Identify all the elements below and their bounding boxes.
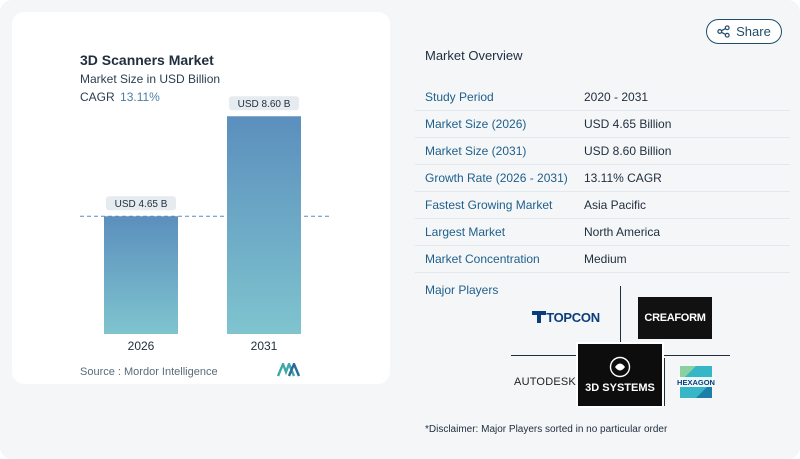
row-value: North America xyxy=(584,225,661,239)
cagr-label: CAGR xyxy=(80,90,115,104)
share-icon xyxy=(717,25,730,38)
table-row: Market Size (2031) USD 8.60 Billion xyxy=(415,138,790,165)
share-label: Share xyxy=(736,24,771,39)
row-value: USD 4.65 Billion xyxy=(584,117,672,131)
3d-systems-logo: 3D SYSTEMS xyxy=(576,342,664,408)
market-overview-table: Study Period 2020 - 2031 Market Size (20… xyxy=(415,84,790,273)
row-key: Growth Rate (2026 - 2031) xyxy=(425,171,568,185)
table-row: Growth Rate (2026 - 2031) 13.11% CAGR xyxy=(415,165,790,192)
grid-divider xyxy=(664,358,665,406)
row-value: USD 8.60 Billion xyxy=(584,144,672,158)
source-text: Source : Mordor Intelligence xyxy=(80,366,218,378)
3d-systems-text: 3D SYSTEMS xyxy=(585,382,655,394)
data-label: USD 8.60 B xyxy=(238,99,291,110)
row-key: Study Period xyxy=(425,90,494,104)
chart-title: 3D Scanners Market xyxy=(80,52,214,68)
cagr-line: CAGR 13.11% xyxy=(80,90,160,104)
row-key: Largest Market xyxy=(425,225,506,239)
market-overview-title: Market Overview xyxy=(425,48,523,63)
hexagon-text: HEXAGON xyxy=(677,378,715,387)
hexagon-logo: HEXAGON xyxy=(676,362,716,402)
topcon-logo: TOPCON xyxy=(528,306,604,328)
topcon-text: TOPCON xyxy=(546,309,600,325)
creaform-logo: CREAFORM xyxy=(638,297,712,339)
bar-chart: USD 4.65 B 2026 USD 8.60 B 2031 xyxy=(80,96,330,353)
row-key: Market Concentration xyxy=(425,252,540,266)
cagr-value: 13.11% xyxy=(120,90,160,104)
3d-systems-mark-icon xyxy=(609,356,631,378)
major-players-label: Major Players xyxy=(425,283,499,297)
table-row: Largest Market North America xyxy=(415,219,790,246)
chart-card xyxy=(12,12,390,384)
share-button[interactable]: Share xyxy=(706,19,782,44)
table-row: Market Concentration Medium xyxy=(415,246,790,273)
hexagon-mark-icon: HEXAGON xyxy=(677,366,715,398)
row-value: Asia Pacific xyxy=(584,198,647,212)
x-tick-label: 2031 xyxy=(251,339,278,353)
chart-subtitle: Market Size in USD Billion xyxy=(80,72,221,86)
bar xyxy=(227,116,301,335)
mordor-logo-icon xyxy=(277,363,301,377)
row-key: Market Size (2026) xyxy=(425,117,527,131)
row-key: Fastest Growing Market xyxy=(425,198,553,212)
row-value: Medium xyxy=(584,252,627,266)
table-row: Fastest Growing Market Asia Pacific xyxy=(415,192,790,219)
disclaimer-text: *Disclaimer: Major Players sorted in no … xyxy=(425,424,668,435)
autodesk-logo: AUTODESK xyxy=(514,374,576,390)
data-label: USD 4.65 B xyxy=(115,199,168,210)
table-row: Market Size (2026) USD 4.65 Billion xyxy=(415,111,790,138)
grid-divider xyxy=(620,286,621,348)
row-key: Market Size (2031) xyxy=(425,144,527,158)
creaform-text: CREAFORM xyxy=(644,312,706,324)
table-row: Study Period 2020 - 2031 xyxy=(415,84,790,111)
topcon-mark-icon xyxy=(532,311,547,323)
bar xyxy=(104,216,178,334)
row-value: 2020 - 2031 xyxy=(584,90,649,104)
x-tick-label: 2026 xyxy=(128,339,155,353)
autodesk-text: AUTODESK xyxy=(514,376,576,388)
data-label-bg xyxy=(229,96,299,111)
row-value: 13.11% CAGR xyxy=(584,171,662,185)
data-label-bg xyxy=(106,196,176,211)
